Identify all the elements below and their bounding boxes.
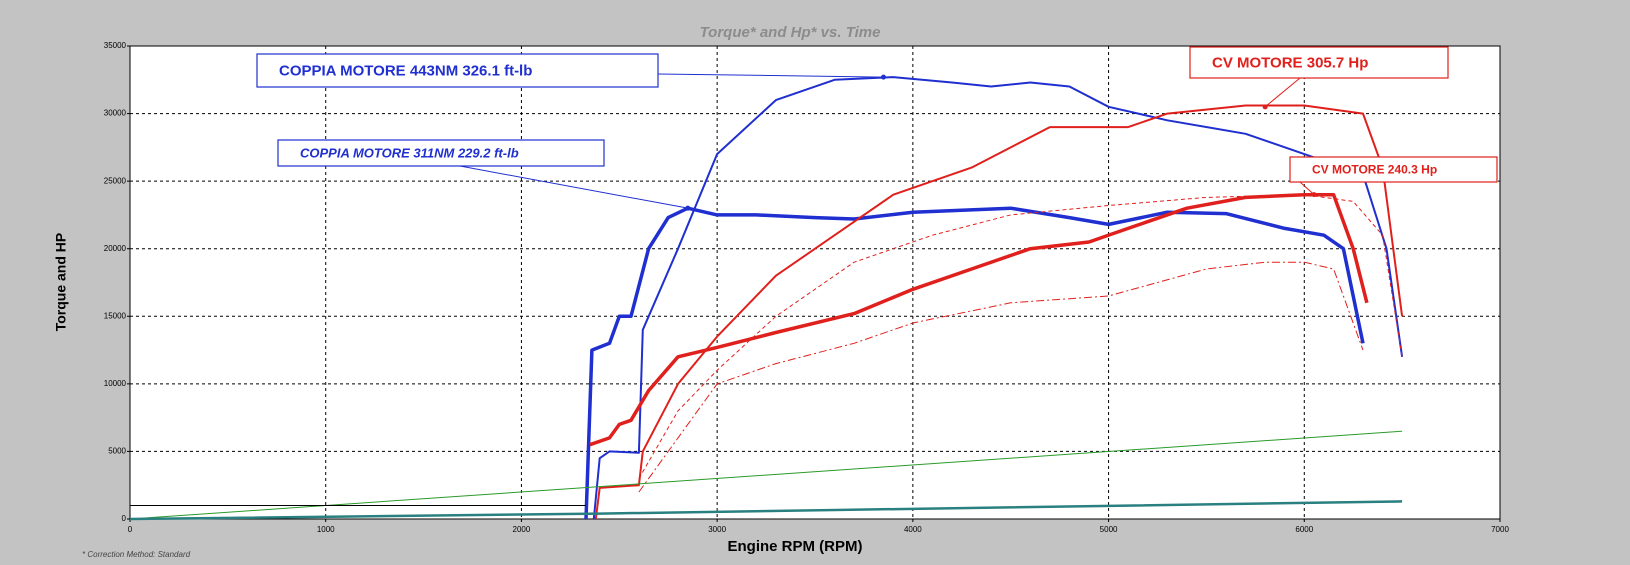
annotation-arrow [1264, 77, 1301, 108]
y-tick-label: 20000 [104, 244, 127, 253]
series-line [638, 261, 1364, 493]
chart-title: Torque* and Hp* vs. Time [700, 24, 881, 41]
annotation-text: COPPIA MOTORE 443NM 326.1 ft-lb [279, 62, 532, 79]
annotation-text: CV MOTORE 240.3 Hp [1312, 163, 1437, 177]
annotation-point [1311, 192, 1317, 198]
x-tick-label: 2000 [513, 525, 531, 534]
series-line [129, 500, 1403, 521]
plot-area [129, 45, 1501, 520]
annotation-text: CV MOTORE 305.7 Hp [1212, 54, 1368, 71]
x-tick-label: 6000 [1295, 525, 1313, 534]
x-tick-label: 7000 [1491, 525, 1509, 534]
series-line [129, 430, 1403, 520]
x-tick-label: 4000 [904, 525, 922, 534]
annotation-box [256, 53, 659, 88]
y-tick-label: 10000 [104, 379, 127, 388]
annotation-box [1289, 156, 1498, 183]
annotation-arrow [657, 73, 884, 78]
y-tick-label: 35000 [104, 41, 127, 50]
annotation-arrow [459, 165, 688, 209]
annotation-point [881, 74, 886, 80]
y-tick-label: 5000 [108, 447, 126, 456]
annotation-point [685, 205, 691, 211]
y-tick-label: 30000 [104, 109, 127, 118]
y-tick-label: 0 [122, 514, 127, 523]
x-tick-label: 1000 [317, 525, 335, 534]
annotation-point [1262, 104, 1268, 110]
annotation-box [1189, 46, 1449, 79]
annotation-arrow [1299, 181, 1315, 196]
footnote: * Correction Method: Standard [82, 550, 191, 559]
annotation-box [277, 139, 605, 167]
series-line [594, 104, 1404, 520]
series-line [584, 206, 1365, 520]
x-tick-label: 5000 [1100, 525, 1118, 534]
y-axis-label: Torque and HP [53, 233, 69, 332]
y-tick-label: 15000 [104, 311, 127, 320]
series-line [592, 76, 1404, 520]
y-tick-label: 25000 [104, 176, 127, 185]
x-tick-label: 0 [128, 525, 133, 534]
annotation-text: COPPIA MOTORE 311NM 229.2 ft-lb [300, 145, 519, 160]
x-axis-label: Engine RPM (RPM) [728, 538, 863, 555]
x-tick-label: 3000 [708, 525, 726, 534]
series-line [638, 194, 1403, 479]
